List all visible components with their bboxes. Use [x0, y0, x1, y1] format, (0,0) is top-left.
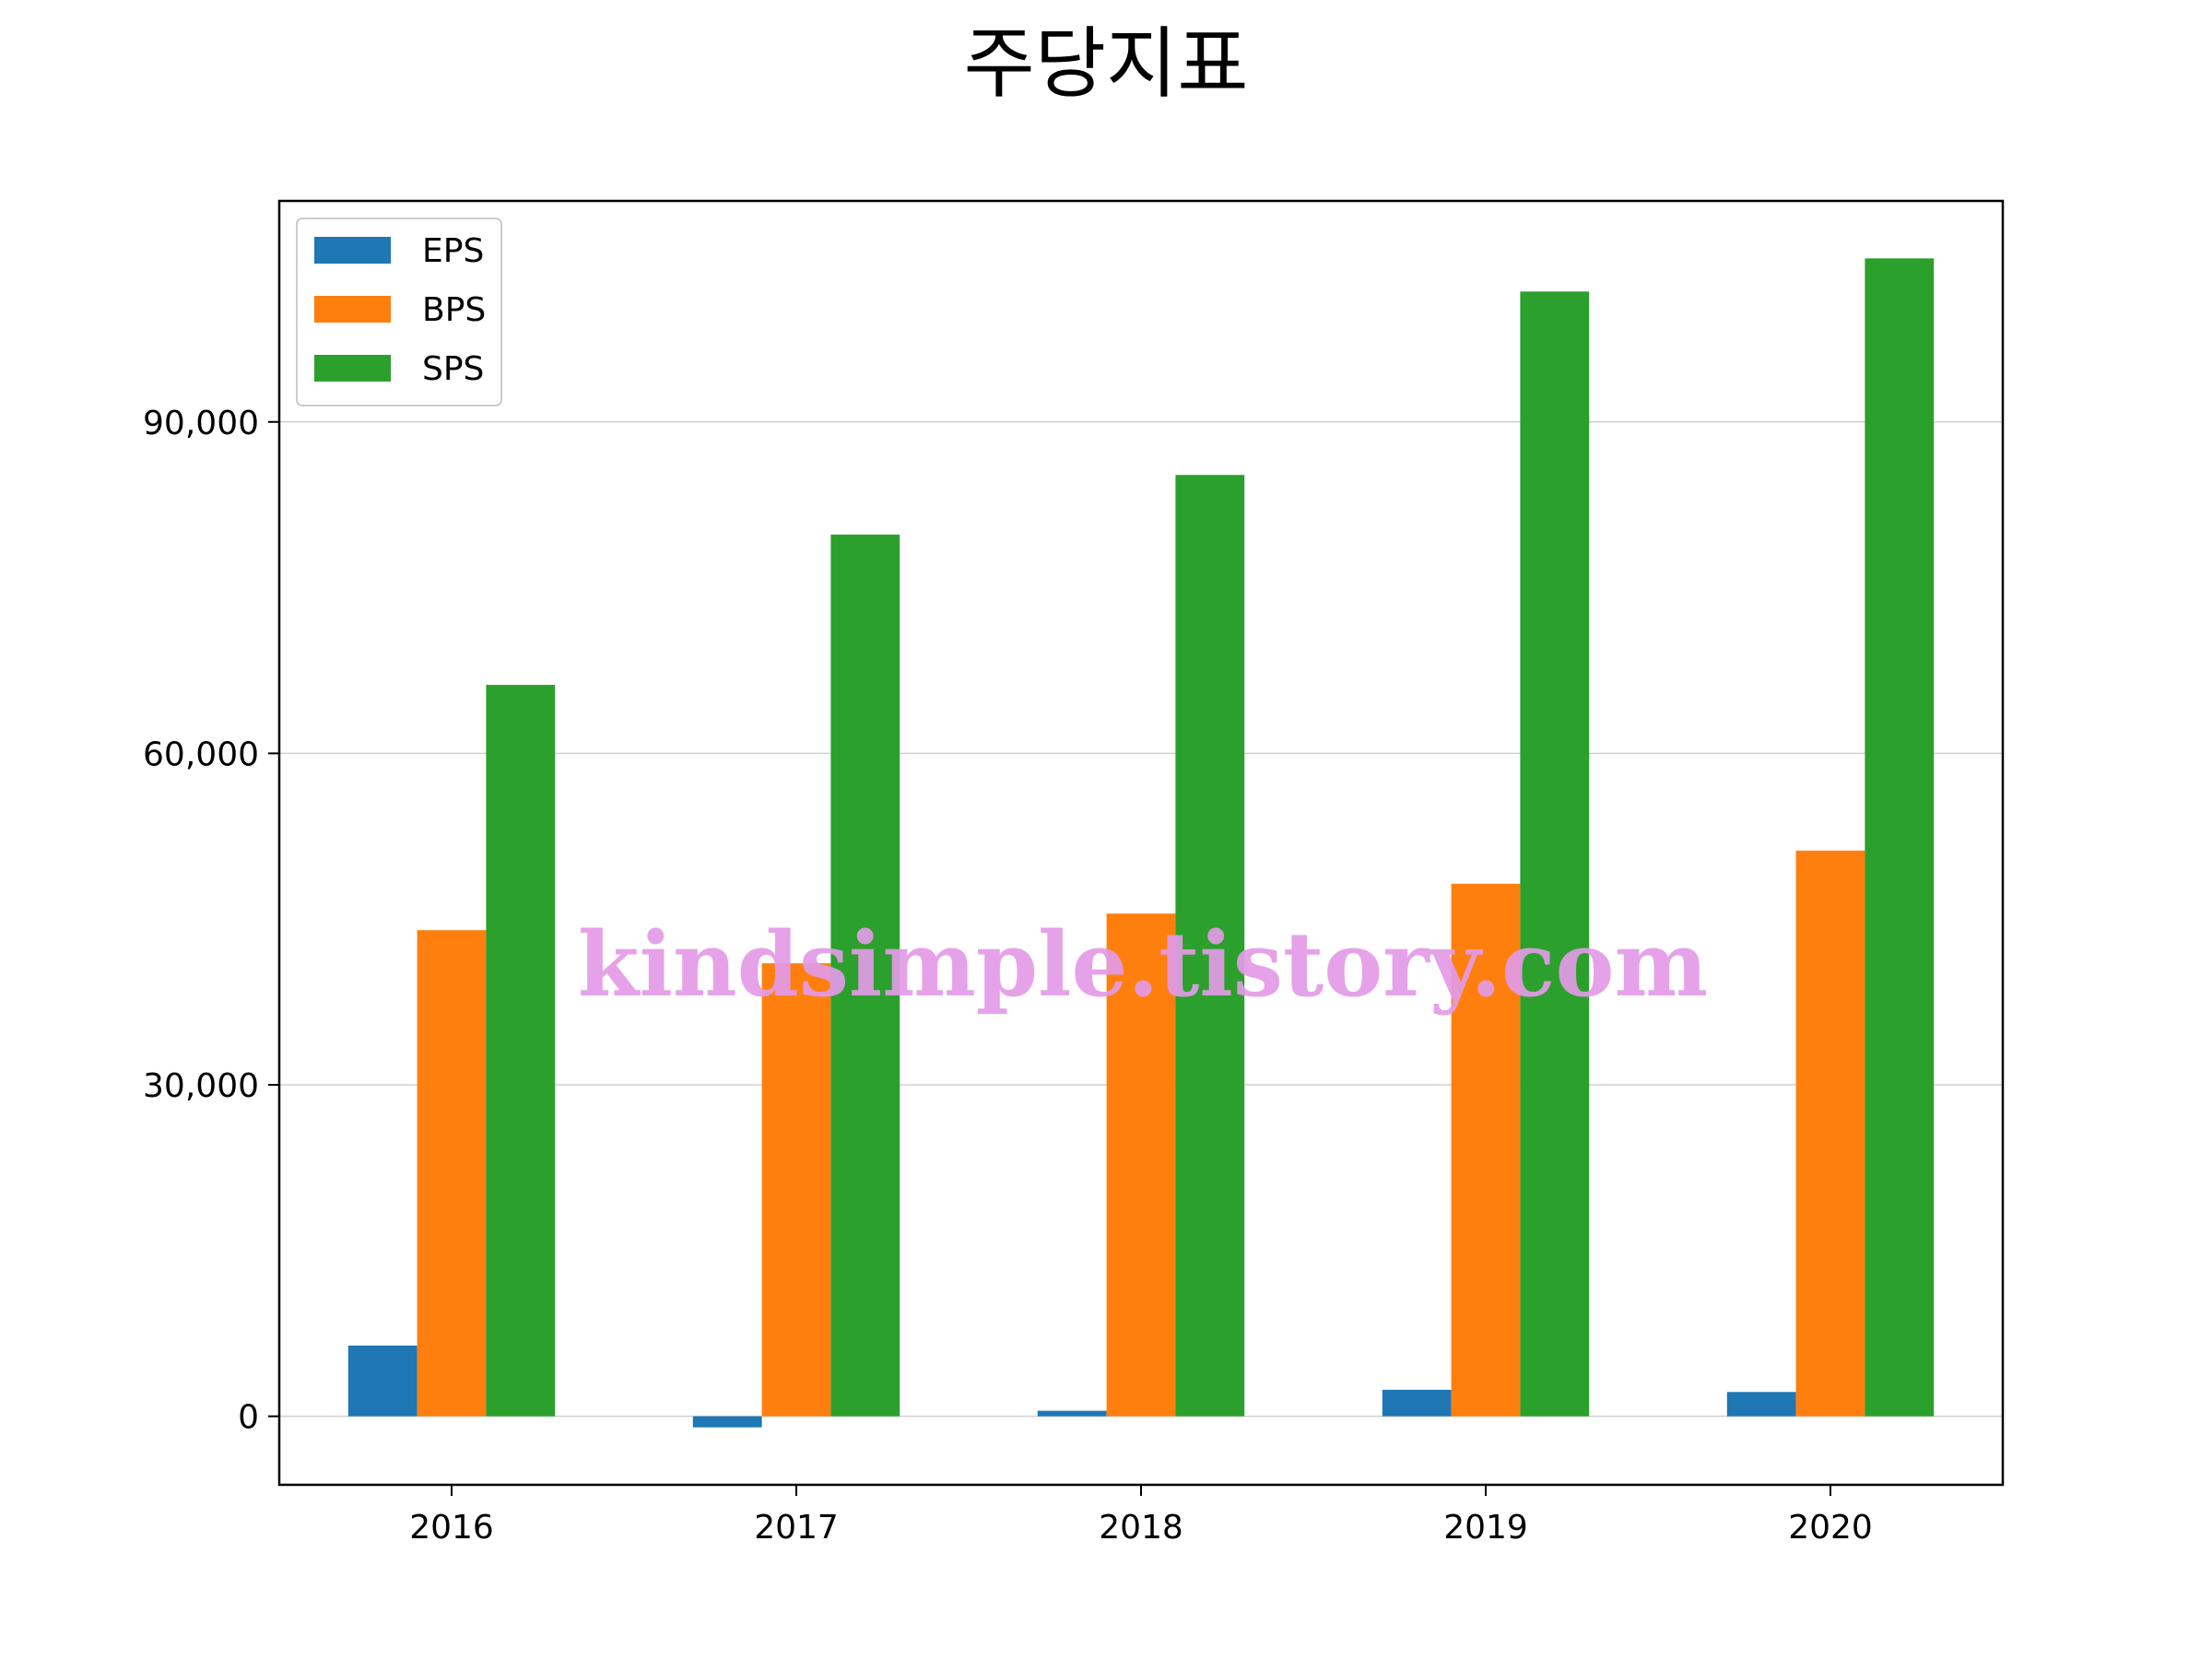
- y-tick-label: 90,000: [143, 405, 259, 442]
- legend-swatch-eps: [314, 237, 391, 264]
- x-tick-label: 2019: [1443, 1509, 1528, 1547]
- bar-eps-2016: [347, 1345, 418, 1417]
- y-tick-label: 0: [238, 1399, 259, 1437]
- legend-label-bps: BPS: [422, 291, 486, 329]
- legend-label-sps: SPS: [422, 350, 484, 388]
- bar-sps-2018: [1175, 475, 1245, 1417]
- chart-title: 주당지표: [963, 18, 1248, 109]
- x-tick-label: 2020: [1788, 1509, 1873, 1547]
- x-tick-label: 2016: [409, 1509, 494, 1547]
- legend-label-eps: EPS: [422, 232, 484, 270]
- bar-sps-2017: [830, 535, 900, 1417]
- bar-bps-2019: [1451, 883, 1521, 1417]
- bar-eps-2020: [1726, 1392, 1796, 1417]
- bar-bps-2016: [417, 930, 487, 1417]
- bar-eps-2017: [692, 1416, 762, 1428]
- bar-sps-2020: [1865, 258, 1935, 1417]
- x-axis: 2016 2017 2018 2019 2020: [409, 1485, 1873, 1547]
- bar-sps-2016: [486, 685, 556, 1417]
- bar-eps-2018: [1037, 1410, 1107, 1417]
- bar-bps-2017: [761, 963, 831, 1417]
- bar-bps-2018: [1106, 913, 1176, 1417]
- legend-swatch-sps: [314, 355, 391, 382]
- y-tick-label: 60,000: [143, 735, 259, 773]
- legend: EPS BPS SPS: [296, 218, 502, 406]
- y-tick-label: 30,000: [143, 1067, 259, 1105]
- x-tick-label: 2017: [754, 1509, 839, 1547]
- bar-eps-2019: [1382, 1389, 1452, 1417]
- bar-bps-2020: [1795, 850, 1865, 1417]
- y-axis: 0 30,000 60,000 90,000: [143, 405, 279, 1437]
- bars: [347, 258, 1935, 1428]
- watermark-text: kindsimple.tistory.com: [578, 912, 1708, 1017]
- bar-sps-2019: [1520, 291, 1590, 1417]
- legend-swatch-bps: [314, 296, 391, 323]
- x-tick-label: 2018: [1099, 1509, 1183, 1547]
